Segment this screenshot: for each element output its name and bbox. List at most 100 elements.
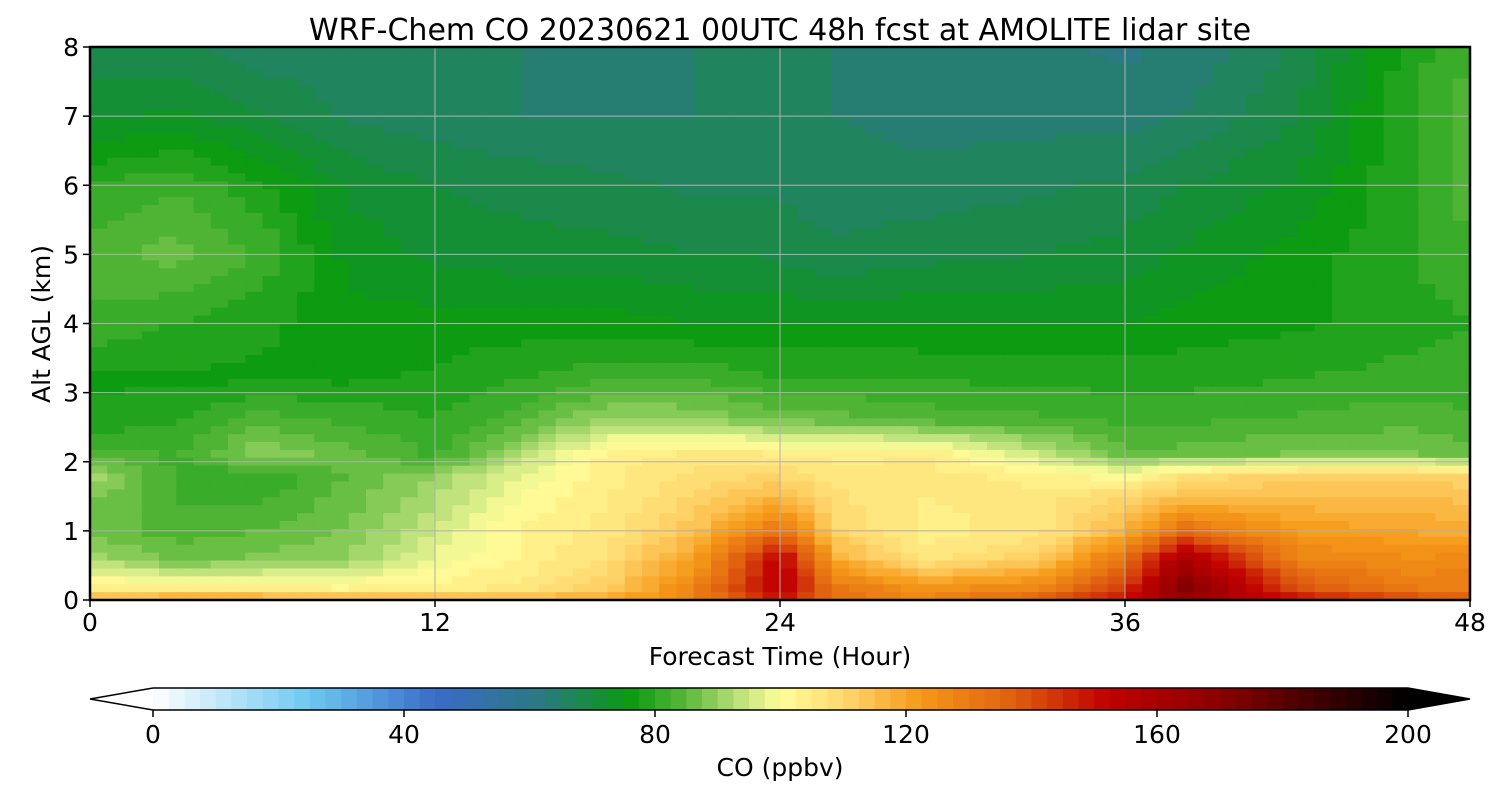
heatmap-cell — [348, 505, 367, 514]
heatmap-cell — [1211, 426, 1230, 435]
heatmap-cell — [400, 536, 419, 546]
heatmap-cell — [642, 315, 660, 325]
heatmap-cell — [1194, 497, 1212, 506]
heatmap-cell — [435, 126, 453, 135]
heatmap-cell — [1176, 102, 1195, 111]
heatmap-cell — [245, 363, 264, 372]
heatmap-cell — [607, 236, 626, 246]
heatmap-cell — [969, 307, 988, 317]
heatmap-cell — [745, 118, 764, 127]
heatmap-cell — [193, 62, 212, 72]
heatmap-cell — [210, 521, 229, 530]
heatmap-cell — [504, 528, 522, 538]
heatmap-cell — [469, 339, 488, 348]
heatmap-cell — [745, 426, 764, 435]
heatmap-cell — [1073, 70, 1092, 80]
heatmap-cell — [486, 347, 505, 356]
heatmap-cell — [124, 528, 143, 538]
heatmap-cell — [969, 394, 988, 404]
heatmap-cell — [849, 276, 867, 285]
heatmap-cell — [331, 386, 350, 396]
heatmap-cell — [831, 299, 850, 309]
heatmap-cell — [1073, 173, 1092, 182]
heatmap-cell — [728, 418, 747, 427]
heatmap-cell — [831, 149, 850, 159]
heatmap-cell — [176, 505, 195, 514]
heatmap-cell — [1314, 497, 1333, 506]
heatmap-cell — [866, 236, 885, 246]
heatmap-cell — [1194, 133, 1212, 143]
heatmap-cell — [348, 165, 367, 174]
heatmap-cell — [797, 323, 816, 332]
heatmap-cell — [383, 47, 402, 56]
heatmap-cell — [124, 449, 143, 459]
heatmap-cell — [245, 47, 264, 56]
heatmap-cell — [1038, 102, 1057, 111]
heatmap-cell — [141, 363, 160, 372]
heatmap-cell — [1021, 157, 1040, 167]
heatmap-cell — [1125, 205, 1143, 214]
heatmap-cell — [228, 54, 246, 64]
heatmap-cell — [1280, 347, 1299, 356]
heatmap-cell — [141, 442, 160, 451]
heatmap-cell — [1245, 236, 1264, 246]
heatmap-cell — [590, 126, 609, 135]
heatmap-cell — [124, 505, 143, 514]
heatmap-cell — [728, 133, 747, 143]
heatmap-cell — [90, 426, 108, 435]
heatmap-cell — [866, 149, 885, 159]
heatmap-cell — [590, 370, 609, 380]
heatmap-cell — [814, 505, 833, 514]
heatmap-cell — [797, 347, 816, 356]
heatmap-cell — [1349, 426, 1368, 435]
heatmap-cell — [1142, 236, 1161, 246]
heatmap-cell — [1142, 331, 1161, 340]
heatmap-cell — [1314, 189, 1333, 198]
heatmap-cell — [883, 86, 902, 95]
heatmap-cell — [124, 54, 143, 64]
heatmap-cell — [1176, 291, 1195, 301]
heatmap-cell — [745, 126, 764, 135]
heatmap-cell — [314, 102, 333, 111]
heatmap-cell — [228, 78, 246, 88]
heatmap-cell — [193, 86, 212, 95]
heatmap-cell — [1418, 62, 1437, 72]
heatmap-cell — [711, 402, 729, 411]
heatmap-cell — [504, 505, 522, 514]
heatmap-cell — [331, 197, 350, 206]
heatmap-cell — [1125, 323, 1143, 332]
heatmap-cell — [762, 110, 781, 119]
heatmap-cell — [728, 378, 747, 388]
heatmap-cell — [435, 133, 453, 143]
heatmap-cell — [952, 110, 971, 119]
heatmap-cell — [141, 315, 160, 325]
heatmap-cell — [814, 370, 833, 380]
heatmap-cell — [814, 141, 833, 151]
heatmap-cell — [469, 465, 488, 475]
heatmap-cell — [1038, 489, 1057, 498]
heatmap-cell — [348, 276, 367, 285]
heatmap-cell — [279, 489, 298, 498]
heatmap-cell — [1038, 331, 1057, 340]
heatmap-cell — [90, 307, 108, 317]
heatmap-cell — [952, 220, 971, 230]
heatmap-cell — [417, 347, 436, 356]
heatmap-cell — [1073, 284, 1092, 293]
heatmap-cell — [676, 173, 695, 182]
heatmap-cell — [107, 323, 126, 332]
heatmap-cell — [1056, 418, 1074, 427]
heatmap-cell — [883, 126, 902, 135]
heatmap-cell — [1038, 86, 1057, 95]
heatmap-cell — [849, 442, 867, 451]
heatmap-cell — [762, 394, 781, 404]
heatmap-cell — [469, 284, 488, 293]
heatmap-cell — [1004, 228, 1023, 238]
heatmap-cell — [831, 291, 850, 301]
heatmap-cell — [245, 165, 264, 174]
heatmap-cell — [521, 355, 540, 364]
heatmap-cell — [176, 244, 195, 253]
heatmap-cell — [1245, 110, 1264, 119]
heatmap-cell — [176, 410, 195, 419]
heatmap-cell — [504, 252, 522, 261]
heatmap-cell — [1021, 323, 1040, 332]
